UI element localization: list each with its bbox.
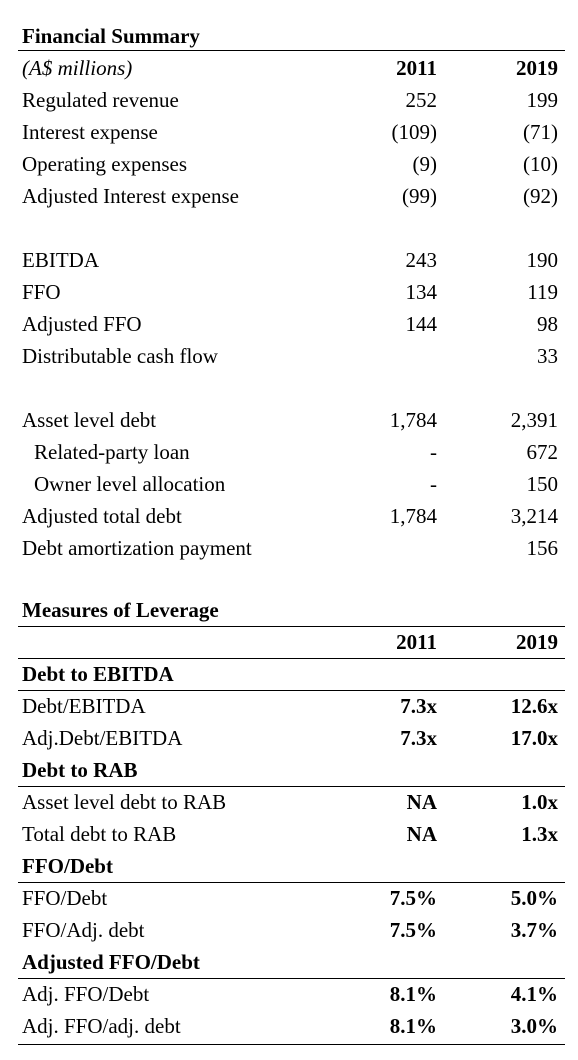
row-label: Related-party loan	[34, 440, 190, 464]
cell-value: NA	[406, 790, 437, 814]
heading-rule	[18, 786, 565, 787]
row-label: FFO/Adj. debt	[22, 918, 145, 942]
cell-value: 1,784	[389, 408, 437, 432]
cell-value: 144	[405, 312, 438, 336]
row-label: Distributable cash flow	[22, 344, 218, 368]
cell-value: 17.0x	[510, 726, 558, 750]
section-heading: Debt to RAB	[22, 758, 138, 782]
cell-value: (10)	[523, 152, 558, 176]
row-label: Regulated revenue	[22, 88, 179, 112]
row-label: FFO/Debt	[22, 886, 108, 910]
cell-value: -	[430, 472, 437, 496]
title-rule	[18, 50, 565, 51]
cell-value: (109)	[391, 120, 438, 144]
cell-value: 12.6x	[510, 694, 558, 718]
row-label: Asset level debt to RAB	[22, 790, 227, 814]
unit-label: (A$ millions)	[22, 56, 133, 80]
cell-value: 7.5%	[389, 886, 437, 910]
cell-value: 156	[526, 536, 559, 560]
bottom-rule	[18, 1044, 565, 1045]
cell-value: 8.1%	[389, 1014, 437, 1038]
cell-value: 7.3x	[400, 726, 437, 750]
cell-value: -	[430, 440, 437, 464]
section-title: Financial Summary	[22, 24, 200, 48]
cell-value: 4.1%	[510, 982, 558, 1006]
cell-value: (71)	[523, 120, 558, 144]
cell-value: 1.3x	[521, 822, 558, 846]
row-label: Asset level debt	[22, 408, 157, 432]
heading-rule	[18, 882, 565, 883]
cell-value: 190	[526, 248, 559, 272]
cell-value: 1,784	[389, 504, 437, 528]
row-label: Adj. FFO/Debt	[22, 982, 150, 1006]
cell-value: 3,214	[510, 504, 558, 528]
cell-value: 3.0%	[510, 1014, 558, 1038]
cell-value: (92)	[523, 184, 558, 208]
row-label: Debt/EBITDA	[22, 694, 146, 718]
cell-value: 7.3x	[400, 694, 437, 718]
cell-value: (99)	[402, 184, 437, 208]
heading-rule	[18, 978, 565, 979]
section-heading: Debt to EBITDA	[22, 662, 174, 686]
row-label: EBITDA	[22, 248, 99, 272]
row-label: Adjusted Interest expense	[22, 184, 239, 208]
cell-value: 199	[526, 88, 559, 112]
cell-value: 150	[526, 472, 559, 496]
cell-value: 98	[537, 312, 558, 336]
column-header: 2011	[396, 56, 437, 80]
cell-value: 243	[405, 248, 438, 272]
cell-value: 1.0x	[521, 790, 558, 814]
section-heading: Adjusted FFO/Debt	[22, 950, 200, 974]
row-label: Operating expenses	[22, 152, 188, 176]
title-rule	[18, 626, 565, 627]
cell-value: 672	[526, 440, 559, 464]
section-heading: FFO/Debt	[22, 854, 113, 878]
column-header: 2019	[516, 630, 558, 654]
section-title: Measures of Leverage	[22, 598, 219, 622]
cell-value: 2,391	[510, 408, 558, 432]
column-header: 2019	[516, 56, 558, 80]
row-label: Adjusted FFO	[22, 312, 142, 336]
row-label: Adj. FFO/adj. debt	[22, 1014, 181, 1038]
cell-value: NA	[406, 822, 437, 846]
cell-value: 8.1%	[389, 982, 437, 1006]
row-label: Adjusted total debt	[22, 504, 182, 528]
row-label: Interest expense	[22, 120, 158, 144]
cell-value: 3.7%	[510, 918, 558, 942]
column-header: 2011	[396, 630, 437, 654]
cell-value: 252	[405, 88, 438, 112]
cell-value: 7.5%	[389, 918, 437, 942]
header-rule	[18, 658, 565, 659]
row-label: Owner level allocation	[34, 472, 226, 496]
cell-value: 5.0%	[510, 886, 558, 910]
heading-rule	[18, 690, 565, 691]
row-label: Debt amortization payment	[22, 536, 252, 560]
row-label: FFO	[22, 280, 61, 304]
row-label: Total debt to RAB	[22, 822, 177, 846]
cell-value: 134	[405, 280, 438, 304]
cell-value: (9)	[412, 152, 438, 176]
cell-value: 119	[527, 280, 558, 304]
cell-value: 33	[537, 344, 558, 368]
row-label: Adj.Debt/EBITDA	[22, 726, 183, 750]
